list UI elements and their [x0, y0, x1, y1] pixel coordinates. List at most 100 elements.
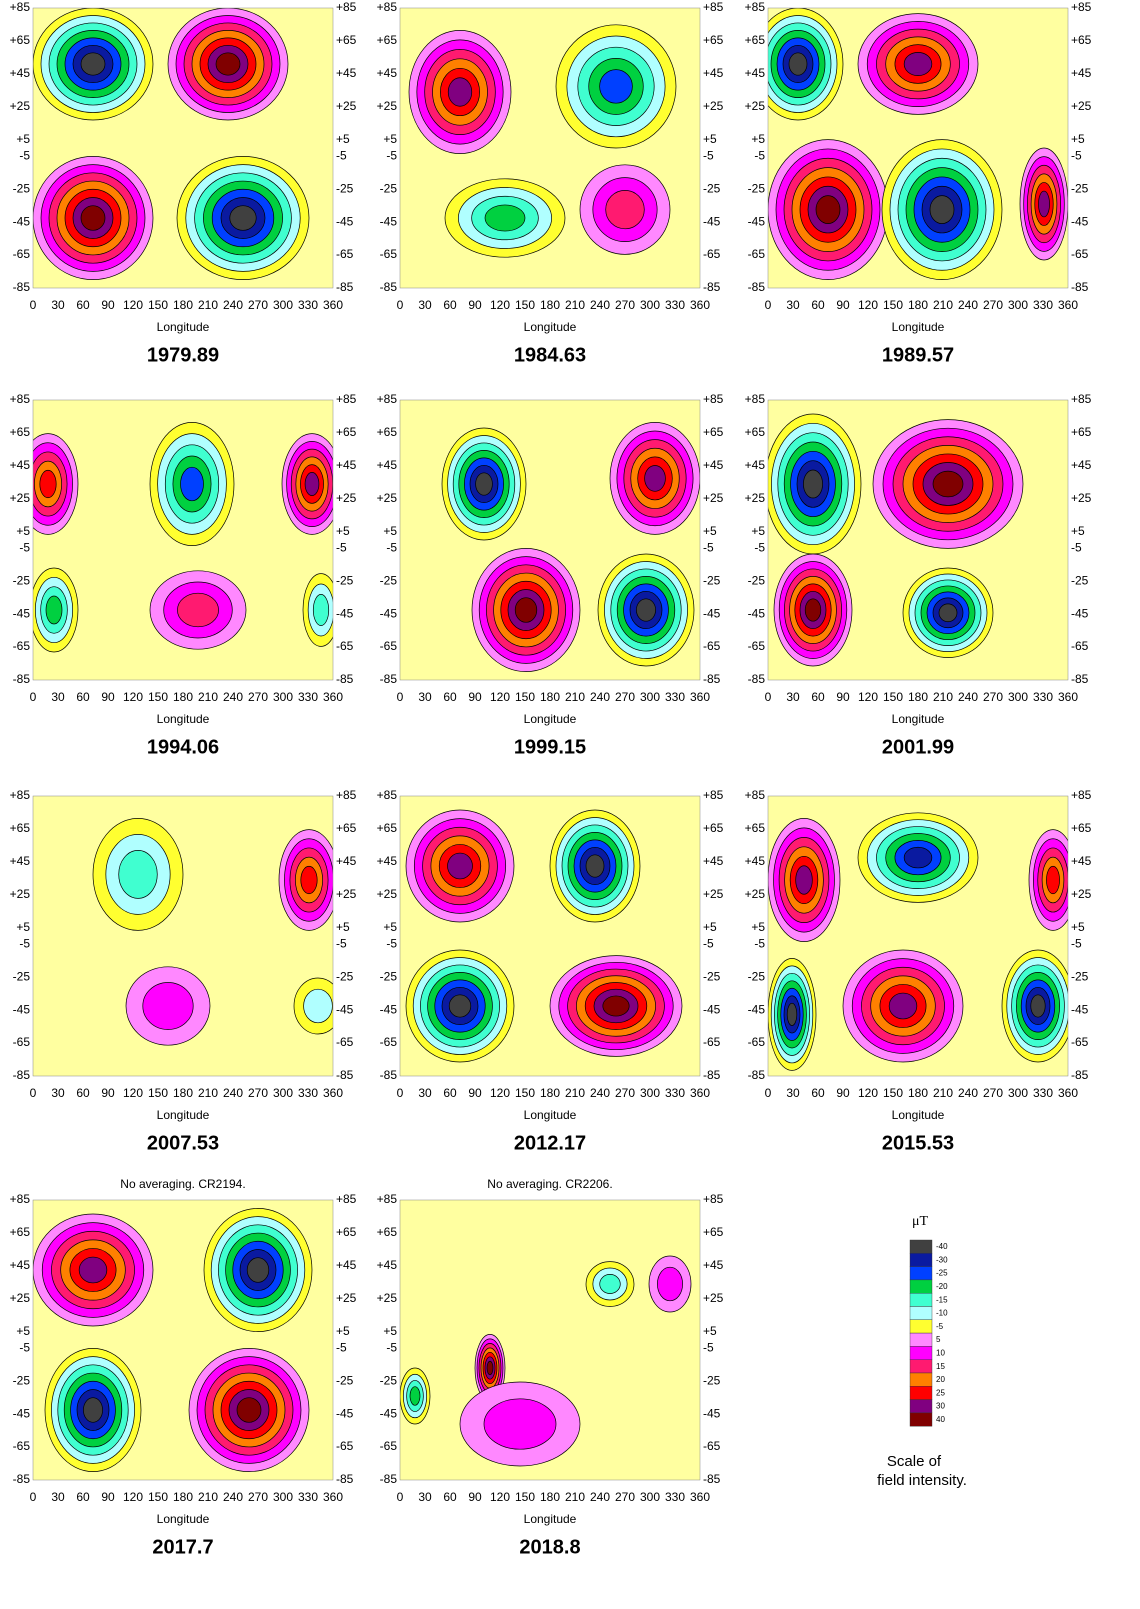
- x-axis-label: Longitude: [157, 1108, 210, 1122]
- y-tick-label: +45: [336, 66, 357, 80]
- contour: [409, 1386, 421, 1406]
- scale-label: 25: [936, 1388, 945, 1397]
- x-tick-label: 150: [148, 690, 168, 704]
- x-axis-label: Longitude: [524, 320, 577, 334]
- x-tick-label: 60: [811, 298, 825, 312]
- scale-unit: μT: [912, 1214, 929, 1229]
- x-tick-label: 150: [515, 690, 535, 704]
- x-tick-label: 210: [198, 1490, 218, 1504]
- x-tick-label: 150: [148, 1086, 168, 1100]
- x-tick-label: 0: [765, 690, 772, 704]
- contour: [1030, 994, 1046, 1018]
- contour: [229, 205, 257, 231]
- contour: [938, 603, 958, 623]
- contour: [80, 52, 106, 76]
- contour: [304, 472, 320, 496]
- x-tick-label: 330: [1033, 298, 1053, 312]
- x-axis-label: Longitude: [892, 712, 945, 726]
- y-tick-label: -65: [1071, 1035, 1089, 1049]
- y-tick-label: -65: [703, 1035, 721, 1049]
- scale-swatch: [909, 1332, 933, 1347]
- y-tick-label: +25: [10, 887, 31, 901]
- x-tick-label: 30: [51, 1490, 65, 1504]
- x-tick-label: 90: [836, 1086, 850, 1100]
- x-tick-label: 0: [30, 690, 37, 704]
- y-tick-label: -85: [703, 672, 721, 686]
- y-tick-label: -25: [703, 181, 721, 195]
- y-tick-label: -45: [748, 1002, 766, 1016]
- y-tick-label: -85: [13, 280, 31, 294]
- scale-swatch: [909, 1372, 933, 1387]
- contour: [447, 77, 473, 107]
- y-tick-label: +25: [377, 491, 398, 505]
- y-tick-label: +5: [383, 1324, 397, 1338]
- scale-label: -40: [936, 1242, 948, 1251]
- x-tick-label: 60: [811, 690, 825, 704]
- contour: [484, 204, 526, 232]
- x-tick-label: 90: [836, 298, 850, 312]
- y-tick-label: -25: [380, 181, 398, 195]
- y-tick-label: -5: [703, 936, 714, 950]
- contour: [657, 1266, 683, 1302]
- x-tick-label: 210: [565, 298, 585, 312]
- x-tick-label: 360: [323, 298, 343, 312]
- y-tick-label: +5: [16, 920, 30, 934]
- y-tick-label: +65: [1071, 33, 1092, 47]
- x-axis-label: Longitude: [157, 320, 210, 334]
- y-tick-label: -85: [380, 1068, 398, 1082]
- x-tick-label: 270: [615, 1490, 635, 1504]
- x-tick-label: 300: [273, 298, 293, 312]
- y-tick-label: -25: [1071, 573, 1089, 587]
- x-tick-label: 210: [565, 690, 585, 704]
- y-tick-label: +85: [336, 788, 357, 802]
- y-tick-label: +5: [16, 1324, 30, 1338]
- x-tick-label: 210: [565, 1490, 585, 1504]
- contour-map: [33, 796, 333, 1076]
- y-tick-label: +5: [16, 132, 30, 146]
- y-tick-label: -85: [336, 1472, 354, 1486]
- y-tick-label: +65: [10, 33, 31, 47]
- y-tick-label: +45: [377, 1258, 398, 1272]
- x-tick-label: 120: [123, 298, 143, 312]
- contour-map: [33, 8, 333, 288]
- y-tick-label: -5: [336, 540, 347, 554]
- y-tick-label: +85: [377, 1192, 398, 1206]
- y-tick-label: +45: [377, 458, 398, 472]
- y-tick-label: +65: [336, 425, 357, 439]
- x-tick-label: 120: [123, 690, 143, 704]
- y-tick-label: +85: [745, 0, 766, 14]
- y-tick-label: -25: [380, 1373, 398, 1387]
- y-tick-label: +85: [1071, 392, 1092, 406]
- contour: [932, 470, 964, 498]
- x-tick-label: 120: [490, 298, 510, 312]
- y-tick-label: -45: [13, 214, 31, 228]
- scale-label: -20: [936, 1282, 948, 1291]
- x-tick-label: 90: [101, 298, 115, 312]
- y-tick-label: +85: [703, 788, 724, 802]
- scale-label: -5: [936, 1322, 944, 1331]
- y-tick-label: +5: [1071, 920, 1085, 934]
- x-tick-label: 0: [397, 298, 404, 312]
- y-tick-label: -45: [748, 214, 766, 228]
- panel: +85 +85 +65 +65 +45 +45 +25 +25 +5 +5 -5 -5 -25 -25 -4…: [377, 392, 724, 758]
- panel-note: No averaging. CR2194.: [120, 1177, 245, 1191]
- y-tick-label: -65: [703, 247, 721, 261]
- contour: [815, 195, 841, 224]
- y-tick-label: +65: [1071, 821, 1092, 835]
- panel: +85 +85 +65 +65 +45 +45 +25 +25 +5 +5 -5 -5 -25 -25 -4…: [10, 392, 357, 758]
- y-tick-label: -45: [703, 606, 721, 620]
- y-tick-label: -5: [19, 148, 30, 162]
- x-tick-label: 60: [443, 690, 457, 704]
- y-tick-label: -65: [703, 639, 721, 653]
- plot-frame: [32, 399, 334, 681]
- contour: [599, 1274, 621, 1294]
- x-tick-label: 360: [1058, 298, 1078, 312]
- y-tick-label: -65: [13, 639, 31, 653]
- x-tick-label: 120: [123, 1086, 143, 1100]
- x-tick-label: 330: [665, 1086, 685, 1100]
- x-tick-label: 240: [590, 1086, 610, 1100]
- scale-swatch: [909, 1292, 933, 1307]
- x-tick-label: 270: [983, 298, 1003, 312]
- y-tick-label: +65: [703, 1225, 724, 1239]
- y-tick-label: +5: [1071, 132, 1085, 146]
